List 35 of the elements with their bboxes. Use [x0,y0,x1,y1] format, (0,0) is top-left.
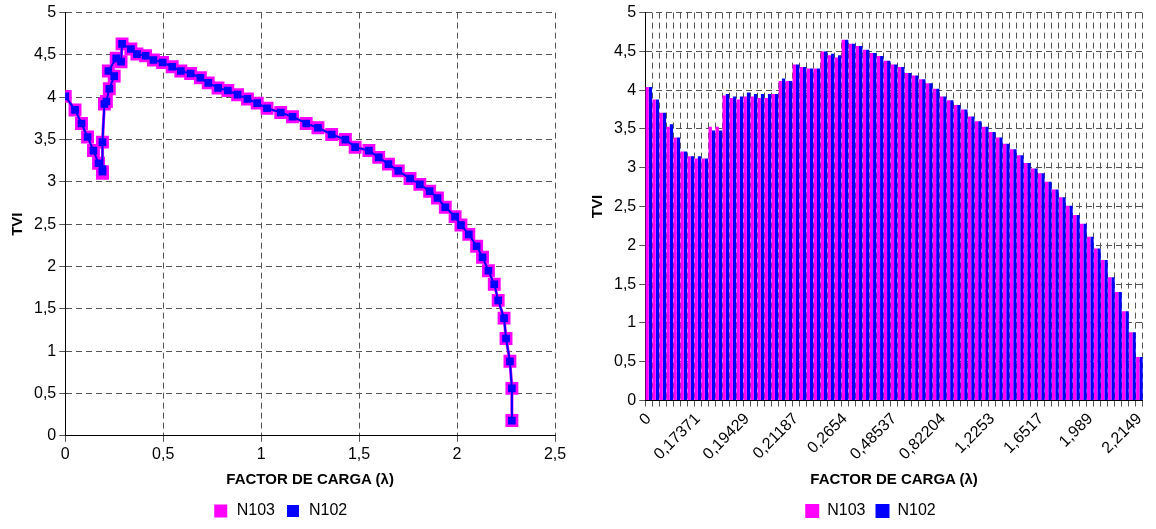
x-tick-label: 1 [256,444,266,462]
x-tick-label: 2,5 [543,444,567,462]
y-tick-label: 1 [47,341,57,359]
y-tick-label: 3,5 [33,129,57,147]
y-axis-title: TVI [588,194,606,219]
y-tick-label: 2 [47,256,57,274]
y-tick-label: 0 [627,390,637,408]
x-tick-label: 2 [452,444,462,462]
y-tick-label: 1,5 [613,274,637,292]
x-tick-label: 0 [60,444,70,462]
y-tick-label: 4 [627,80,637,98]
y-tick-label: 5 [47,3,57,21]
y-tick-label: 4 [47,87,57,105]
y-tick-label: 0,5 [33,383,57,401]
y-tick-label: 1,5 [33,299,57,317]
x-axis-title: FACTOR DE CARGA (λ) [810,470,978,488]
y-axis-title: TVI [8,212,26,236]
y-tick-label: 1 [627,313,637,331]
x-tick-label: 1,5 [347,444,371,462]
legend-label: N103 [827,501,866,519]
y-tick-label: 5 [627,3,637,21]
y-tick-label: 2,5 [613,196,637,214]
y-tick-label: 3 [47,172,57,190]
y-tick-label: 0,5 [613,352,637,370]
x-axis-title: FACTOR DE CARGA (λ) [226,470,394,488]
y-tick-label: 4,5 [613,41,637,59]
legend-label: N102 [309,501,348,519]
y-tick-label: 2,5 [33,214,57,232]
y-tick-label: 2 [627,235,637,253]
x-tick-label: 0,5 [152,444,175,462]
y-tick-label: 3 [627,158,637,176]
y-tick-label: 3,5 [613,119,637,137]
legend-label: N102 [897,501,936,519]
y-tick-label: 4,5 [33,45,57,63]
legend-label: N103 [236,501,276,519]
